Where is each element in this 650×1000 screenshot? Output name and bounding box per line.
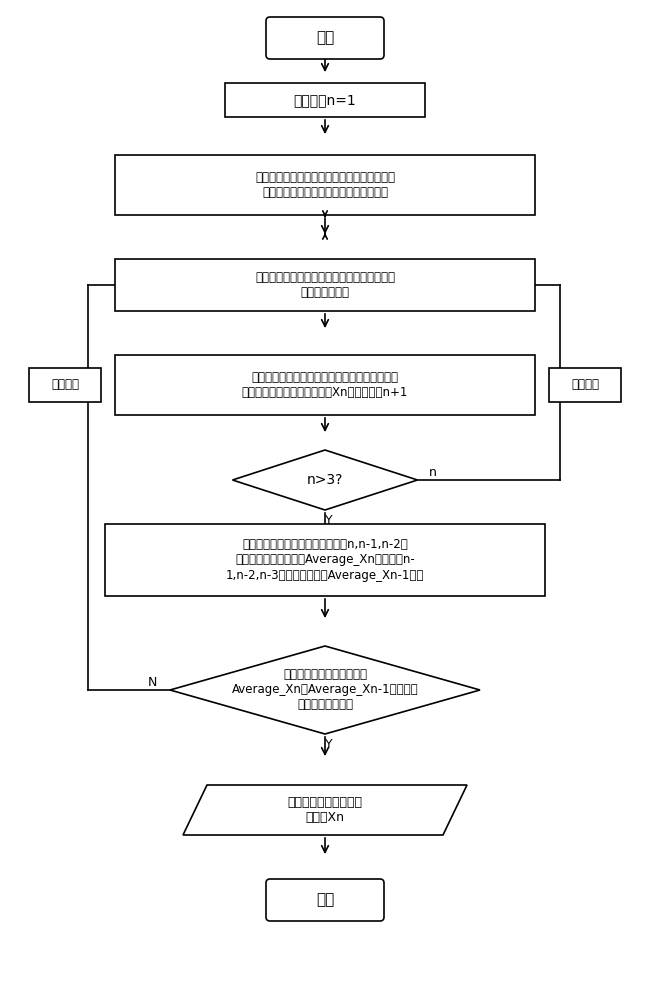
Bar xyxy=(549,368,621,402)
Text: 更新路阻: 更新路阻 xyxy=(51,378,79,391)
Bar xyxy=(115,155,535,215)
Text: N: N xyxy=(148,676,157,688)
Polygon shape xyxy=(183,785,467,835)
FancyBboxPatch shape xyxy=(266,879,384,921)
Text: Y: Y xyxy=(325,514,333,526)
Text: 按交通方式分担模型进行交通方式选择，记录
每种交通方式下的交通需求（单位：人）: 按交通方式分担模型进行交通方式选择，记录 每种交通方式下的交通需求（单位：人） xyxy=(255,171,395,199)
Bar xyxy=(105,524,545,596)
Text: 对所有的交通方式，都满足
Average_Xn与Average_Xn-1的差值在
精度要求范围内？: 对所有的交通方式，都满足 Average_Xn与Average_Xn-1的差值在… xyxy=(231,668,419,712)
Text: n: n xyxy=(428,466,436,479)
Text: 更新路阻: 更新路阻 xyxy=(571,378,599,391)
Bar xyxy=(115,259,535,311)
Text: 输出每种交通方式的流
量矩阵Xn: 输出每种交通方式的流 量矩阵Xn xyxy=(287,796,363,824)
Polygon shape xyxy=(233,450,417,510)
Text: 结束: 结束 xyxy=(316,892,334,908)
Text: 对每一种具体的交通方式，求取第n,n-1,n-2次
计算所得流量的平均值Average_Xn，并与第n-
1,n-2,n-3次的流量平均值Average_Xn-: 对每一种具体的交通方式，求取第n,n-1,n-2次 计算所得流量的平均值Aver… xyxy=(226,538,424,582)
Text: 将以人数为单位的交通需求转换成以车辆数为
单位的交通需求: 将以人数为单位的交通需求转换成以车辆数为 单位的交通需求 xyxy=(255,271,395,299)
Polygon shape xyxy=(170,646,480,734)
Bar xyxy=(115,355,535,415)
Text: n>3?: n>3? xyxy=(307,473,343,487)
Text: 计算次数n=1: 计算次数n=1 xyxy=(294,93,356,107)
Text: 对每一种具体的交通方式，按随机用户平衡模型
进行一次交通分配，得到流量Xn，计算次数n+1: 对每一种具体的交通方式，按随机用户平衡模型 进行一次交通分配，得到流量Xn，计算… xyxy=(242,371,408,399)
FancyBboxPatch shape xyxy=(266,17,384,59)
Bar xyxy=(225,83,425,117)
Text: 开始: 开始 xyxy=(316,30,334,45)
Text: Y: Y xyxy=(325,738,333,750)
Bar xyxy=(29,368,101,402)
